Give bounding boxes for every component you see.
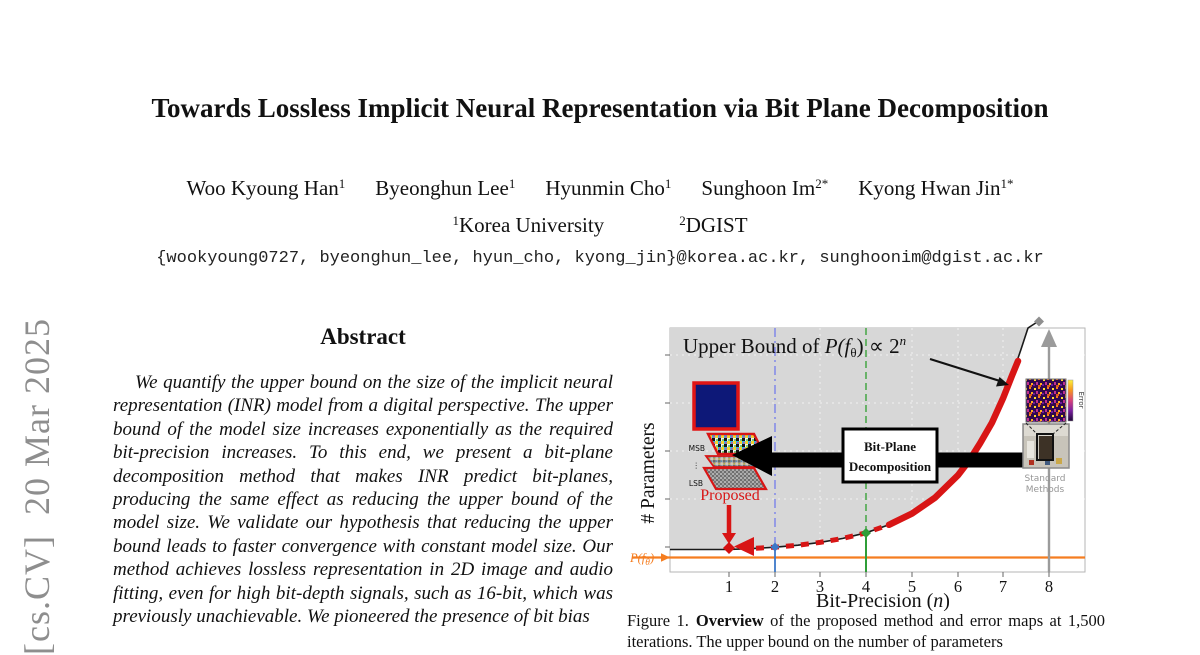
bitplane-decomposition-label-2: Decomposition [849,459,932,474]
figure-caption-number: Figure 1. [627,611,689,630]
author: Byeonghun Lee1 [375,176,516,200]
authors-row: Woo Kyoung Han1 Byeonghun Lee1 Hyunmin C… [85,176,1115,201]
lsb-label: LSB [689,479,703,488]
decomposition-arrow-head-icon [732,436,772,476]
standard-up-arrow-icon [1041,329,1057,347]
figure-caption: Figure 1. Overview of the proposed method… [627,611,1105,652]
x-tick-labels: 1 2 3 4 5 6 7 8 [725,577,1053,596]
author-emails: {wookyoung0727, byeonghun_lee, hyun_cho,… [156,249,1044,268]
figure-caption-bold: Overview [695,611,764,630]
lsb-plane-image [702,466,768,491]
author-affiliation-sup: 2* [815,176,829,191]
affiliation: 2DGIST [679,213,748,237]
affiliations-row: 1Korea University 2DGIST [85,213,1115,238]
bitplane-decomposition-box [841,427,939,484]
pf-theta-label: P(fθ) [629,551,654,568]
bitplane-dots: ⋮ [693,461,701,470]
standard-solid-curve [885,357,1022,529]
pf-arrow-icon [661,553,670,562]
marker-n4 [861,528,871,538]
msb-label: MSB [689,444,705,453]
author: Sunghoon Im2* [701,176,829,200]
standard-methods-image [1022,422,1070,469]
author-affiliation-sup: 1 [338,176,346,191]
author: Kyong Hwan Jin1* [858,176,1014,200]
marker-n2 [770,542,780,552]
x-tick-label: 2 [771,577,779,596]
author-affiliation-sup: 1* [1000,176,1014,191]
navy-bitplane-image [692,381,740,431]
arxiv-date: 20 Mar 2025 [17,318,57,516]
proposed-label: Proposed [700,487,760,504]
y-axis-label: # Parameters [638,422,659,523]
abstract-text: We quantify the upper bound on the size … [113,371,613,628]
curve-top-diamond-marker [1034,316,1044,327]
bitplane-decomposition-label-1: Bit-Plane [864,439,916,454]
standard-methods-label-2: Methods [1026,485,1065,495]
x-axis-label: Bit-Precision (n) [816,590,950,611]
figure-caption-text: of the proposed method and error maps at… [627,611,1105,651]
x-tick-label: 1 [725,577,733,596]
plot-title: Upper Bound of P(fθ) ∝ 2n [683,333,906,360]
x-tick-label: 5 [908,577,916,596]
error-colorbar [1067,379,1074,422]
arxiv-category: [cs.CV] [17,535,57,655]
error-map-image [1025,378,1067,423]
x-tick-label: 7 [999,577,1007,596]
paper-title: Towards Lossless Implicit Neural Represe… [151,93,1049,123]
proposed-left-arrow-icon [734,537,754,556]
x-tick-label: 3 [816,577,824,596]
axis-ticks [665,354,1050,577]
author: Woo Kyoung Han1 [186,176,346,200]
x-tick-label: 6 [954,577,962,596]
affiliation: 1Korea University [452,213,605,237]
proposed-down-arrow-icon [722,533,736,544]
x-tick-label: 8 [1045,577,1053,596]
author-affiliation-sup: 1 [664,176,672,191]
standard-methods-label-1: Standard [1025,474,1066,484]
author: Hyunmin Cho1 [545,176,672,200]
arxiv-stamp: [cs.CV] 20 Mar 2025 [14,285,60,655]
author-affiliation-sup: 1 [508,176,516,191]
title-annotation-arrow-head-icon [996,377,1009,387]
figure-1-chart: MSB ⋮ LSB Bit-Plane Decomposition Error … [629,316,1086,611]
abstract-paragraph: We quantify the upper bound on the size … [113,372,613,628]
marker-n1 [723,542,735,554]
x-tick-label: 4 [862,577,870,596]
error-colorbar-label: Error [1077,391,1085,408]
zoom-region-outline [1036,433,1054,461]
title-annotation-arrow [929,357,1001,383]
abstract-heading: Abstract [320,324,406,349]
